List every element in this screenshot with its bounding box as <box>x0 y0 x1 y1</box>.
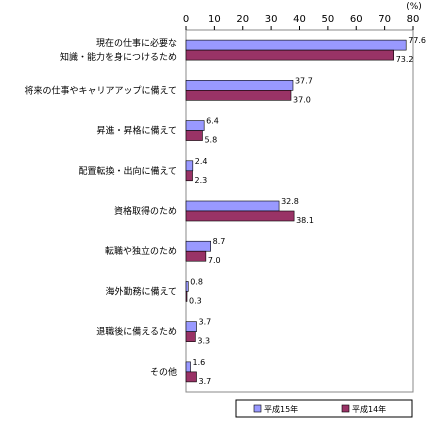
category-label: 退職後に備えるため <box>96 326 177 338</box>
category-label: 知識・能力を身につけるため <box>60 51 177 63</box>
bar-series-1 <box>185 80 294 91</box>
x-tick-label: 20 <box>236 14 249 25</box>
bar-series-1 <box>185 120 205 131</box>
data-label: 5.8 <box>204 136 217 145</box>
data-label: 0.3 <box>189 296 202 305</box>
data-label: 6.4 <box>206 117 219 126</box>
legend-swatch <box>253 404 262 413</box>
category-label: 転職や独立のため <box>105 245 177 257</box>
data-label: 8.7 <box>213 237 226 246</box>
axis-unit: (%) <box>406 2 422 12</box>
x-tick-label: 80 <box>407 14 420 25</box>
bar-series-1 <box>185 240 211 252</box>
data-label: 32.8 <box>281 197 299 206</box>
data-label: 2.4 <box>195 157 208 166</box>
x-tick-label: 10 <box>208 14 221 25</box>
category-label: 配置転換・出向に備えて <box>78 165 177 177</box>
x-tick-label: 30 <box>265 14 278 25</box>
legend-label: 平成14年 <box>352 404 386 414</box>
x-tick-label: 0 <box>183 14 189 25</box>
bar-series-2 <box>185 250 207 262</box>
bar-series-2 <box>185 210 295 222</box>
bar-series-1 <box>185 281 189 292</box>
bar-series-2 <box>185 331 196 342</box>
data-label: 2.3 <box>195 176 208 185</box>
bar-series-2 <box>185 90 292 101</box>
bar-series-2 <box>185 170 193 182</box>
x-tick-label: 60 <box>350 14 363 25</box>
data-label: 7.0 <box>208 256 221 265</box>
x-tick-label: 70 <box>378 14 391 25</box>
data-label: 37.0 <box>293 95 311 104</box>
x-tick-label: 50 <box>322 14 335 25</box>
data-label: 37.7 <box>295 76 313 85</box>
data-label: 0.8 <box>190 277 203 286</box>
x-tick-label: 40 <box>293 14 306 25</box>
category-label: 昇進・昇格に備えて <box>96 125 177 137</box>
bar-series-2 <box>185 371 197 383</box>
bar-series-2 <box>185 49 395 61</box>
data-label: 73.2 <box>396 55 414 64</box>
bar-series-1 <box>185 361 191 373</box>
bar-series-2 <box>185 291 188 302</box>
data-label: 77.6 <box>408 36 426 45</box>
legend-swatch <box>341 404 350 413</box>
category-label: 海外勤務に備えて <box>105 285 177 297</box>
bar-series-1 <box>185 200 280 212</box>
bar-series-1 <box>185 160 194 172</box>
category-label: その他 <box>150 366 177 378</box>
data-label: 1.6 <box>193 358 206 367</box>
category-label: 現在の仕事に必要な <box>96 37 177 49</box>
legend-box <box>235 399 413 418</box>
category-label: 資格取得のため <box>114 205 177 217</box>
bar-series-2 <box>185 130 203 141</box>
legend-label: 平成15年 <box>264 404 298 414</box>
bar-series-1 <box>185 39 407 51</box>
data-label: 3.7 <box>198 377 211 386</box>
bar-series-1 <box>185 321 197 332</box>
category-label: 将来の仕事やキャリアアップに備えて <box>24 84 177 96</box>
data-label: 38.1 <box>296 216 314 225</box>
data-label: 3.3 <box>197 337 210 346</box>
data-label: 3.7 <box>198 318 211 327</box>
